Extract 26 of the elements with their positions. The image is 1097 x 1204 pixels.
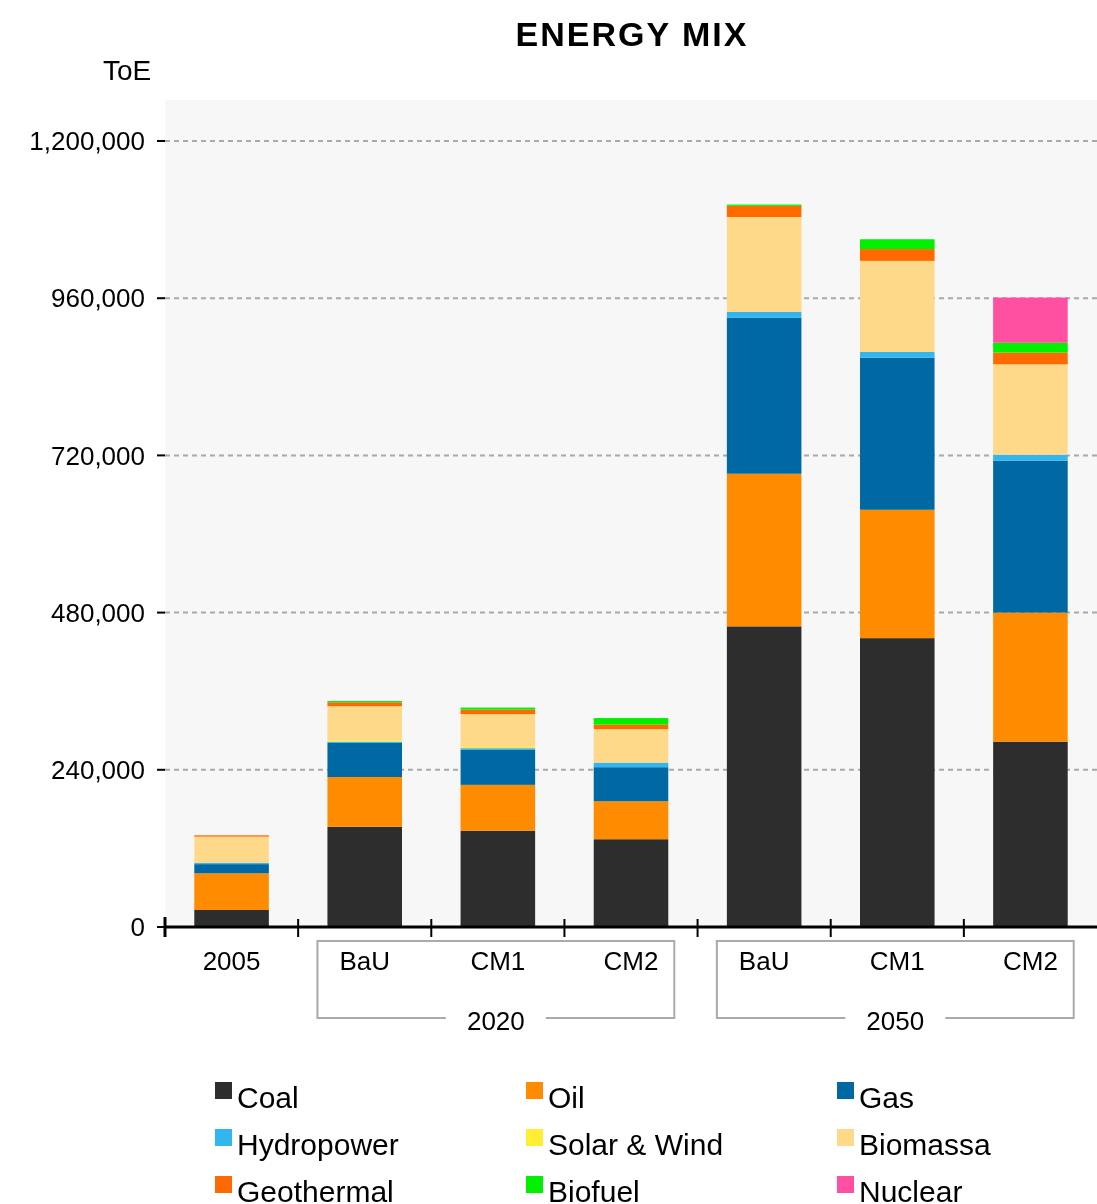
legend-label: Biomassa <box>859 1128 992 1161</box>
y-axis-title: ToE <box>102 55 152 86</box>
legend-label: Solar & Wind <box>548 1128 724 1161</box>
x-tick-label: BaU <box>738 946 790 976</box>
x-tick-label: CM1 <box>470 946 526 976</box>
legend-label: Hydropower <box>237 1128 399 1161</box>
legend-label: Nuclear <box>859 1175 963 1204</box>
legend-label: Gas <box>859 1081 915 1114</box>
y-tick-label: 480,000 <box>51 597 145 628</box>
legend-label: Biofuel <box>548 1175 640 1204</box>
text: 2050 <box>866 1006 925 1036</box>
y-tick-label: 1,200,000 <box>29 126 145 157</box>
text: 2020 <box>466 1006 525 1036</box>
y-tick-label: 960,000 <box>51 283 145 314</box>
x-tick-label: CM2 <box>603 946 659 976</box>
legend-label: Coal <box>237 1081 299 1114</box>
x-tick-label: CM2 <box>1002 946 1058 976</box>
x-tick-label: BaU <box>339 946 390 976</box>
x-tick-label: 2005 <box>202 946 261 976</box>
legend-label: Geothermal <box>237 1175 394 1204</box>
y-tick-label: 720,000 <box>51 440 145 471</box>
chart-title: ENERGY MIX <box>515 15 749 53</box>
x-tick-label: CM1 <box>869 946 925 976</box>
y-tick-label: 240,000 <box>51 754 145 785</box>
y-tick-label: 0 <box>130 912 145 943</box>
legend-label: Oil <box>548 1081 585 1114</box>
